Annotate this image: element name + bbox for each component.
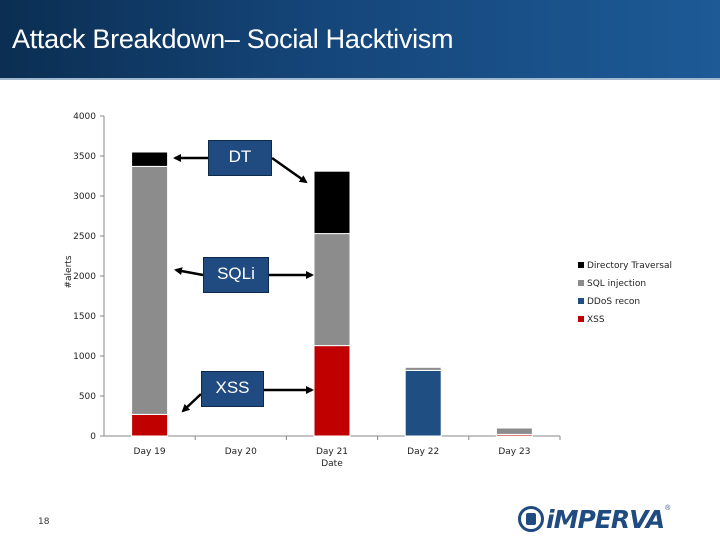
y-tick-label: 3000 <box>73 192 96 202</box>
bar-segment-xss <box>131 413 169 437</box>
imperva-logo: iMPERVA ® <box>518 504 671 534</box>
legend-swatch <box>578 262 584 268</box>
legend-swatch <box>578 298 584 304</box>
chart-bars <box>131 151 533 437</box>
imperva-logo-icon <box>518 506 544 532</box>
y-tick-label: 3500 <box>73 152 96 162</box>
legend-swatch <box>578 316 584 322</box>
legend-label: DDoS recon <box>587 297 640 307</box>
y-tick-label: 500 <box>79 392 96 402</box>
bar-segment-sql-injection <box>495 427 533 435</box>
y-tick-label: 4000 <box>73 112 96 122</box>
callout-dt: DT <box>208 140 272 176</box>
x-tick-label: Day 20 <box>225 447 257 457</box>
logo-text: iMPERVA <box>546 504 665 534</box>
page-number: 18 <box>38 517 50 527</box>
bar-segment-sql-injection <box>313 233 351 347</box>
x-tick-label: Day 22 <box>407 447 439 457</box>
bar-segment-xss <box>313 345 351 437</box>
arrow-dt-right <box>271 156 308 184</box>
chart-legend: Directory Traversal SQL injection DDoS rec… <box>578 261 672 325</box>
y-tick-label: 2500 <box>73 232 96 242</box>
callout-arrows <box>173 154 314 413</box>
legend-label: SQL injection <box>587 279 646 289</box>
y-axis-title: #alerts <box>64 255 74 288</box>
legend-label: XSS <box>587 315 605 325</box>
callout-sqli: SQLi <box>203 257 269 293</box>
legend-label: Directory Traversal <box>587 261 672 271</box>
x-tick-label: Day 21 <box>316 447 348 457</box>
slide-title: Attack Breakdown– Social Hacktivism <box>12 24 454 54</box>
x-tick-label: Day 23 <box>498 447 530 457</box>
bar-segment-ddos-recon <box>404 369 442 437</box>
legend-swatch <box>578 280 584 286</box>
x-axis-title: Date <box>321 459 343 469</box>
bar-segment-directory-traversal <box>131 151 169 167</box>
bar-segment-sql-injection <box>131 165 169 415</box>
callout-xss: XSS <box>201 371 264 407</box>
y-tick-label: 0 <box>90 432 96 442</box>
y-tick-label: 2000 <box>73 272 96 282</box>
title-bar: Attack Breakdown– Social Hacktivism <box>0 0 720 80</box>
chart-axes: 0 500 1000 1500 2000 2500 3000 3500 4000 Day 19 Da… <box>64 112 561 469</box>
y-tick-label: 1500 <box>73 312 96 322</box>
y-tick-label: 1000 <box>73 352 96 362</box>
arrow-xss-left <box>181 393 202 413</box>
logo-registered-mark: ® <box>665 505 671 512</box>
bar-segment-directory-traversal <box>404 365 442 368</box>
arrow-sqli-left <box>174 267 204 277</box>
x-tick-label: Day 19 <box>134 447 166 457</box>
bar-segment-directory-traversal <box>313 170 351 235</box>
